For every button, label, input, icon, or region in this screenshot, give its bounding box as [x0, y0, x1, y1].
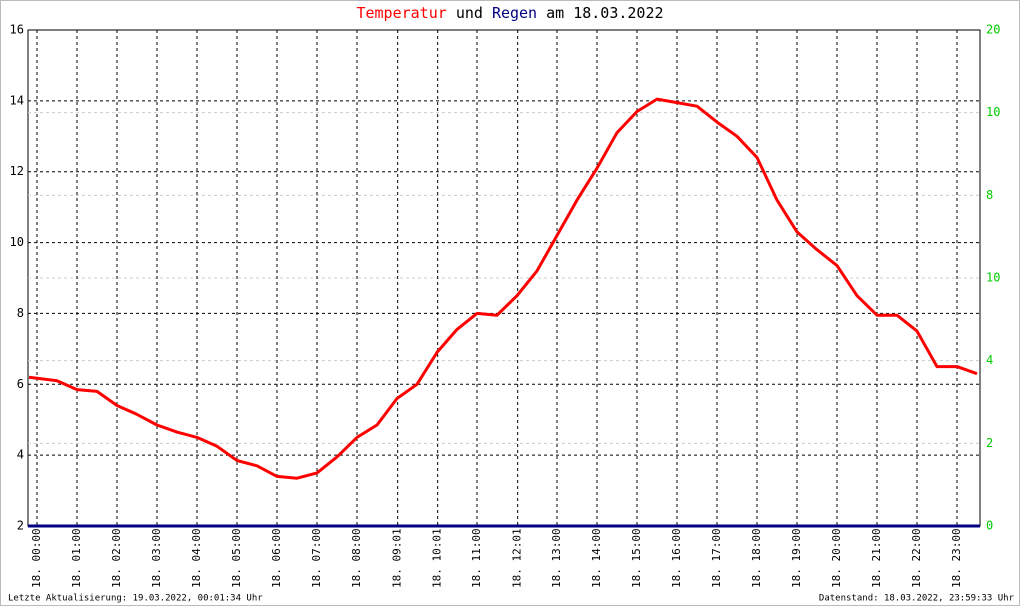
chart-title: Temperatur und Regen am 18.03.2022 [356, 4, 663, 22]
title-part: Temperatur [356, 4, 446, 22]
y-tick-label: 4 [17, 448, 24, 462]
x-tick-label: 18. 08:00 [350, 528, 363, 588]
x-tick-label: 18. 04:00 [190, 528, 203, 588]
footer-left: Letzte Aktualisierung: 19.03.2022, 00:01… [8, 594, 263, 604]
title-part: Regen [492, 4, 537, 22]
x-tick-label: 18. 05:00 [230, 528, 243, 588]
x-tick-label: 18. 15:00 [630, 528, 643, 588]
y2-tick-label: 2 [986, 436, 993, 450]
x-tick-label: 18. 19:00 [790, 528, 803, 588]
x-tick-label: 18. 02:00 [110, 528, 123, 588]
y-tick-label: 14 [10, 93, 24, 107]
y-tick-label: 12 [10, 164, 24, 178]
x-tick-label: 18. 16:00 [670, 528, 683, 588]
x-tick-label: 18. 07:00 [310, 528, 323, 588]
x-tick-label: 18. 03:00 [150, 528, 163, 588]
x-tick-label: 18. 00:00 [30, 528, 43, 588]
y2-tick-label: 0 [986, 519, 993, 533]
x-tick-label: 18. 21:00 [870, 528, 883, 588]
y-tick-label: 10 [10, 235, 24, 249]
x-tick-label: 18. 20:00 [830, 528, 843, 588]
x-tick-label: 18. 01:00 [70, 528, 83, 588]
y-tick-label: 16 [10, 23, 24, 37]
x-tick-label: 18. 23:00 [950, 528, 963, 588]
x-tick-label: 18. 18:00 [750, 528, 763, 588]
series-line [28, 97, 978, 480]
title-part: und [456, 4, 483, 22]
y2-tick-label: 10 [986, 105, 1000, 119]
x-tick-label: 18. 14:00 [590, 528, 603, 588]
x-tick-label: 18. 17:00 [710, 528, 723, 588]
x-tick-label: 18. 09:01 [391, 528, 404, 588]
footer-right: Datenstand: 18.03.2022, 23:59:33 Uhr [819, 594, 1015, 604]
x-tick-label: 18. 22:00 [910, 528, 923, 588]
x-tick-label: 18. 10:01 [431, 528, 444, 588]
y2-tick-label: 10 [986, 271, 1000, 285]
y2-tick-label: 4 [986, 353, 993, 367]
y2-tick-label: 8 [986, 188, 993, 202]
x-tick-label: 18. 12:01 [511, 528, 524, 588]
x-tick-label: 18. 13:00 [550, 528, 563, 588]
title-part: am 18.03.2022 [546, 4, 663, 22]
y-tick-label: 6 [17, 377, 24, 391]
x-tick-label: 18. 06:00 [270, 528, 283, 588]
y-tick-label: 2 [17, 519, 24, 533]
y2-tick-label: 20 [986, 23, 1000, 37]
x-tick-label: 18. 11:00 [470, 528, 483, 588]
y-tick-label: 8 [17, 306, 24, 320]
